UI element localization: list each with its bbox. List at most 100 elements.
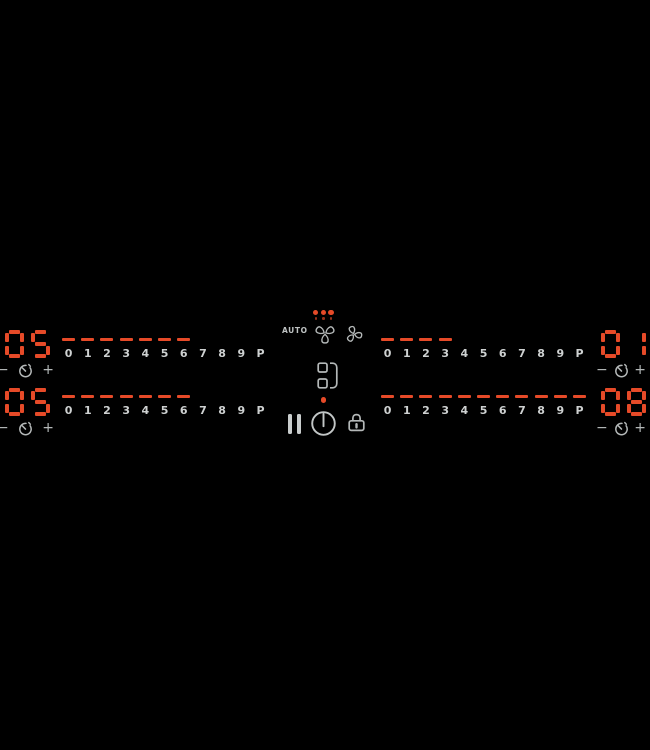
level-dash [534, 395, 548, 399]
timer-minus-button[interactable]: − [0, 421, 9, 435]
level-label: 5 [160, 404, 169, 418]
level-label: 1 [402, 404, 411, 418]
slider-level-9[interactable]: 9 [551, 395, 570, 416]
status-dot [328, 310, 334, 316]
level-dash [81, 395, 95, 399]
slider-level-0[interactable]: 0 [378, 338, 397, 359]
pause-bar [296, 414, 301, 434]
level-dash [100, 338, 114, 342]
power-icon[interactable] [310, 410, 337, 437]
slider-level-2[interactable]: 2 [416, 395, 435, 416]
slider-level-1[interactable]: 1 [397, 395, 416, 416]
level-dash [419, 395, 433, 399]
slider-level-8[interactable]: 8 [213, 338, 232, 359]
level-label: 7 [199, 404, 207, 418]
slider-level-3[interactable]: 3 [117, 395, 136, 416]
slider-level-6[interactable]: 6 [174, 338, 193, 359]
timer-icon[interactable] [614, 421, 629, 436]
level-dash [138, 338, 152, 342]
slider-level-3[interactable]: 3 [436, 395, 455, 416]
slider-level-2[interactable]: 2 [97, 395, 116, 416]
slider-level-1[interactable]: 1 [397, 338, 416, 359]
slider-level-2[interactable]: 2 [97, 338, 116, 359]
level-label: 3 [122, 404, 130, 418]
level-label: 3 [441, 404, 449, 418]
status-dots-reflection [314, 317, 333, 320]
timer-plus-button[interactable]: + [634, 362, 646, 378]
slider-level-0[interactable]: 0 [59, 395, 78, 416]
slider-level-6[interactable]: 6 [493, 338, 512, 359]
timer-plus-button[interactable]: + [42, 420, 54, 436]
timer-minus-button[interactable]: − [596, 420, 608, 436]
slider-level-0[interactable]: 0 [59, 338, 78, 359]
level-dash [496, 395, 510, 399]
slider-level-3[interactable]: 3 [436, 338, 455, 359]
slider-level-6[interactable]: 6 [493, 395, 512, 416]
slider-level-7[interactable]: 7 [193, 395, 212, 416]
timer-display-right-top [601, 330, 646, 358]
slider-level-6[interactable]: 6 [174, 395, 193, 416]
lock-icon[interactable] [346, 412, 367, 433]
slider-level-5[interactable]: 5 [474, 395, 493, 416]
hood-fan-icon[interactable] [313, 321, 337, 345]
level-label: 5 [160, 347, 169, 361]
level-label: 4 [141, 347, 150, 361]
level-label: 6 [179, 347, 188, 361]
timer-icon[interactable] [18, 363, 33, 378]
slider-level-9[interactable]: 9 [551, 338, 570, 359]
slider-level-P[interactable]: P [570, 395, 589, 416]
level-label: 0 [383, 404, 392, 418]
slider-level-8[interactable]: 8 [532, 338, 551, 359]
seven-segment-digit [5, 388, 24, 416]
slider-level-8[interactable]: 8 [532, 395, 551, 416]
slider-level-7[interactable]: 7 [512, 395, 531, 416]
slider-level-5[interactable]: 5 [155, 338, 174, 359]
slider-level-5[interactable]: 5 [155, 395, 174, 416]
slider-level-3[interactable]: 3 [117, 338, 136, 359]
slider-level-9[interactable]: 9 [232, 338, 251, 359]
slider-level-4[interactable]: 4 [136, 338, 155, 359]
slider-level-0[interactable]: 0 [378, 395, 397, 416]
level-dash [381, 338, 395, 342]
slider-level-4[interactable]: 4 [455, 395, 474, 416]
level-dash [119, 338, 133, 342]
slider-level-P[interactable]: P [251, 338, 270, 359]
slider-level-4[interactable]: 4 [455, 338, 474, 359]
level-label: 3 [122, 347, 130, 361]
slider-level-9[interactable]: 9 [232, 395, 251, 416]
hood-fan-tilted-icon[interactable] [340, 320, 368, 348]
level-label: P [575, 347, 584, 361]
timer-minus-button[interactable]: − [0, 363, 9, 377]
timer-plus-button[interactable]: + [42, 362, 54, 378]
status-dot-small [329, 317, 333, 320]
level-dash [81, 338, 95, 342]
slider-level-P[interactable]: P [570, 338, 589, 359]
slider-level-2[interactable]: 2 [416, 338, 435, 359]
level-dash [119, 395, 133, 399]
timer-plus-button[interactable]: + [634, 420, 646, 436]
timer-icon[interactable] [18, 421, 33, 436]
status-dots [313, 310, 334, 316]
slider-level-7[interactable]: 7 [512, 338, 531, 359]
slider-level-1[interactable]: 1 [78, 395, 97, 416]
slider-level-P[interactable]: P [251, 395, 270, 416]
level-dash [400, 395, 414, 399]
bridge-zones-icon[interactable] [317, 362, 338, 389]
timer-icon[interactable] [614, 363, 629, 378]
slider-level-5[interactable]: 5 [474, 338, 493, 359]
slider-level-8[interactable]: 8 [213, 395, 232, 416]
slider-level-1[interactable]: 1 [78, 338, 97, 359]
status-dot [320, 310, 327, 316]
level-label: 8 [218, 347, 226, 361]
timer-minus-button[interactable]: − [596, 362, 608, 378]
level-dash [438, 395, 452, 399]
slider-level-4[interactable]: 4 [136, 395, 155, 416]
pause-icon[interactable] [288, 414, 301, 434]
slider-level-7[interactable]: 7 [193, 338, 212, 359]
level-label: 9 [556, 347, 565, 361]
